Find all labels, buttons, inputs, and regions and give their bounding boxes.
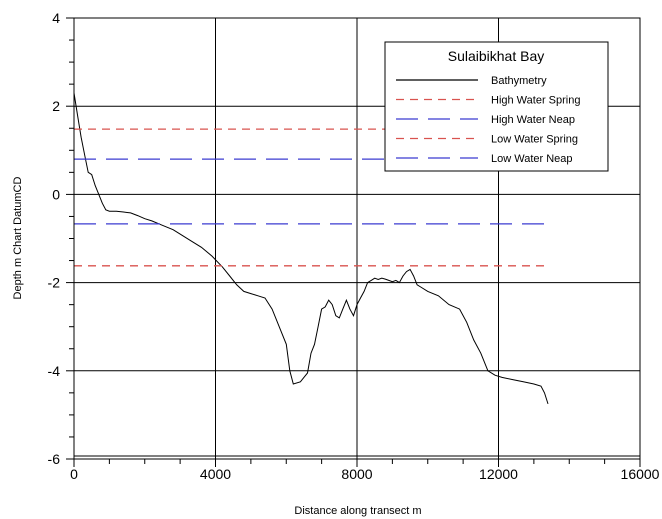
x-tick-label: 12000	[479, 466, 518, 482]
legend-label: Low Water Neap	[491, 153, 573, 165]
y-axis-title: Depth m Chart DatumCD	[12, 177, 24, 300]
series-bathymetry	[73, 92, 549, 405]
y-tick-label: -6	[48, 451, 61, 467]
legend-label: High Water Spring	[491, 95, 580, 107]
y-tick-label: 2	[52, 98, 60, 114]
x-tick-label: 8000	[341, 466, 372, 482]
legend-label: Bathymetry	[491, 75, 547, 87]
legend-label: Low Water Spring	[491, 134, 578, 146]
x-tick-label: 4000	[200, 466, 231, 482]
legend-label: High Water Neap	[491, 114, 575, 126]
legend-box	[384, 41, 609, 172]
y-tick-label: -4	[48, 363, 61, 379]
legend: Sulaibikhat Bay Bathymetry High Water Spr…	[384, 41, 609, 172]
ticks: 0 4000 8000 12000 16000 -6 -4 -2 0 2 4	[48, 10, 660, 482]
legend-title: Sulaibikhat Bay	[448, 48, 545, 64]
x-tick-label: 0	[70, 466, 78, 482]
y-tick-label: 0	[52, 186, 60, 202]
x-axis-title: Distance along transect m	[294, 505, 421, 517]
y-tick-label: 4	[52, 10, 60, 26]
x-tick-label: 16000	[621, 466, 660, 482]
y-tick-label: -2	[48, 275, 61, 291]
